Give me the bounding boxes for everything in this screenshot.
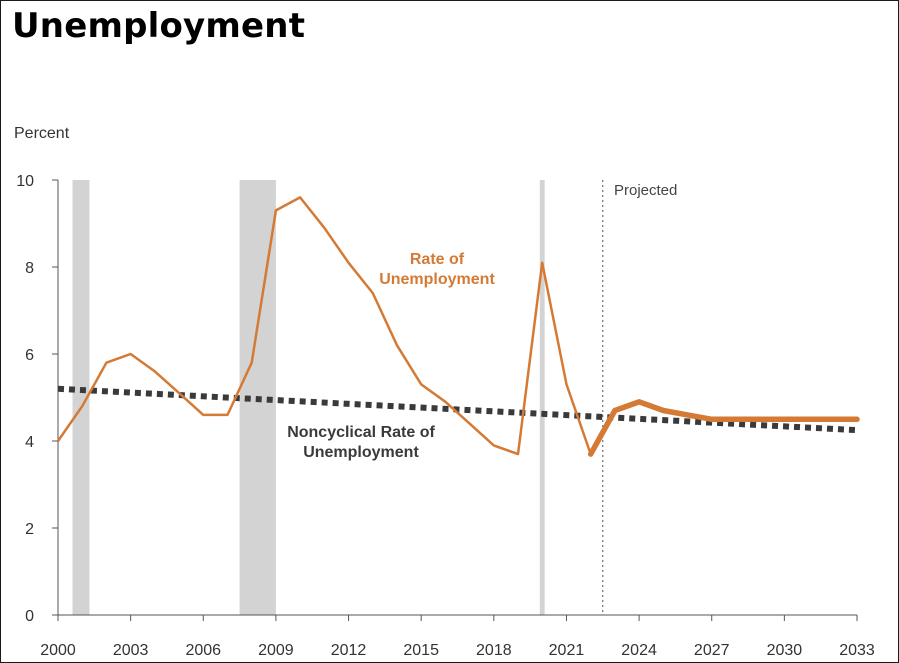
x-tick-label: 2030 [767, 642, 803, 659]
x-tick-label: 2015 [403, 642, 439, 659]
noncyclical-label-line-2: Unemployment [303, 444, 419, 461]
unemployment-rate-line [56, 196, 592, 456]
x-tick-label: 2024 [621, 642, 657, 659]
rate-label-line-2: Unemployment [379, 271, 495, 288]
noncyclical-rate-line [57, 385, 858, 434]
rate-label-line-1: Rate of [410, 251, 465, 268]
projected-label: Projected [614, 182, 677, 199]
y-axis-label: Percent [14, 125, 70, 142]
recession-bar [72, 180, 90, 615]
noncyclical-label-line-1: Noncyclical Rate of [287, 424, 435, 441]
unemployment-rate-projected-line [587, 399, 860, 457]
x-tick-label: 2018 [476, 642, 512, 659]
x-tick-label: 2009 [258, 642, 294, 659]
y-tick-label: 4 [25, 434, 34, 451]
y-tick-label: 6 [25, 347, 34, 364]
recession-bar [539, 180, 545, 615]
x-tick-label: 2012 [331, 642, 367, 659]
y-tick-label: 2 [25, 521, 34, 538]
y-tick-label: 0 [25, 608, 34, 625]
chart-title: Unemployment [12, 6, 306, 46]
x-tick-label: 2021 [549, 642, 585, 659]
x-tick-label: 2000 [40, 642, 76, 659]
x-tick-label: 2027 [694, 642, 730, 659]
y-tick-label: 10 [16, 173, 34, 190]
y-tick-label: 8 [25, 260, 34, 277]
x-tick-label: 2003 [113, 642, 149, 659]
x-tick-label: 2006 [185, 642, 221, 659]
x-tick-label: 2033 [839, 642, 875, 659]
